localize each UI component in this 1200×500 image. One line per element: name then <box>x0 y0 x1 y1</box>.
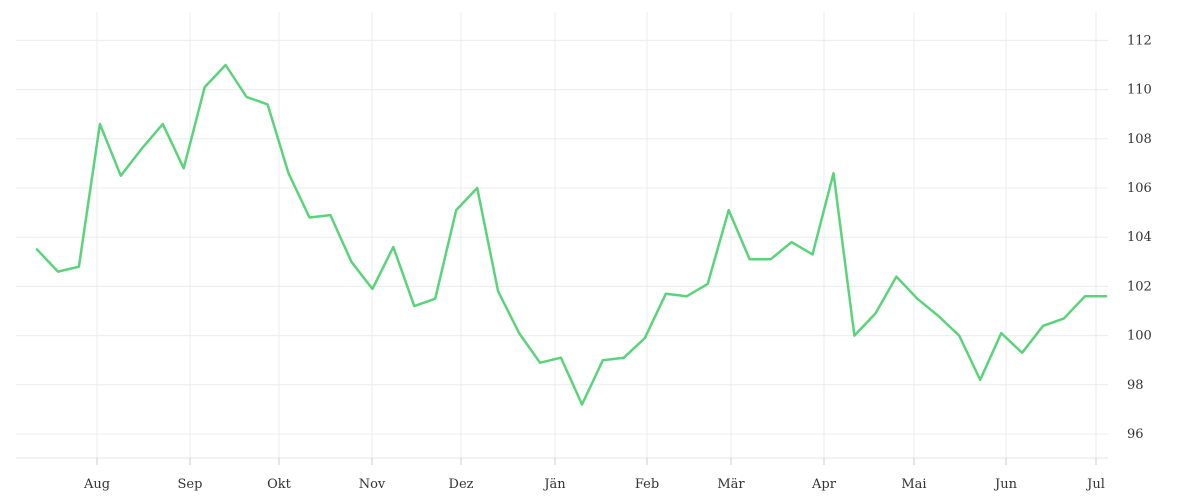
x-tick-label: Jun <box>993 477 1018 492</box>
x-tick-label: Okt <box>267 477 292 492</box>
y-tick-label: 108 <box>1127 132 1152 147</box>
y-axis-labels: 96 98 100 102 104 106 108 110 112 <box>1127 33 1152 442</box>
x-tick-label: Mär <box>717 477 745 492</box>
y-tick-label: 106 <box>1127 181 1152 196</box>
series-group <box>35 63 1108 406</box>
x-tick-label: Jul <box>1085 477 1105 492</box>
vertical-gridlines <box>96 12 1097 458</box>
y-tick-label: 96 <box>1127 427 1144 442</box>
y-tick-label: 112 <box>1127 33 1152 48</box>
x-tick-label: Jän <box>542 477 566 492</box>
x-tick-label: Nov <box>359 477 386 492</box>
y-tick-label: 102 <box>1127 279 1152 294</box>
y-tick-label: 100 <box>1127 329 1152 344</box>
x-tick-label: Feb <box>635 477 659 492</box>
y-tick-label: 110 <box>1127 83 1152 98</box>
x-axis-ticks <box>96 458 1097 465</box>
x-axis-labels: Aug Sep Okt Nov Dez Jän Feb Mär Apr Mai Jun Jul <box>83 477 1105 492</box>
x-tick-label: Dez <box>449 477 474 492</box>
y-tick-label: 104 <box>1127 230 1152 245</box>
x-tick-label: Aug <box>83 477 110 492</box>
y-tick-label: 98 <box>1127 378 1144 393</box>
x-tick-label: Sep <box>178 477 203 492</box>
horizontal-gridlines <box>16 39 1108 435</box>
x-tick-label: Mai <box>901 477 926 492</box>
series-line <box>35 63 1108 406</box>
x-tick-label: Apr <box>811 477 837 492</box>
